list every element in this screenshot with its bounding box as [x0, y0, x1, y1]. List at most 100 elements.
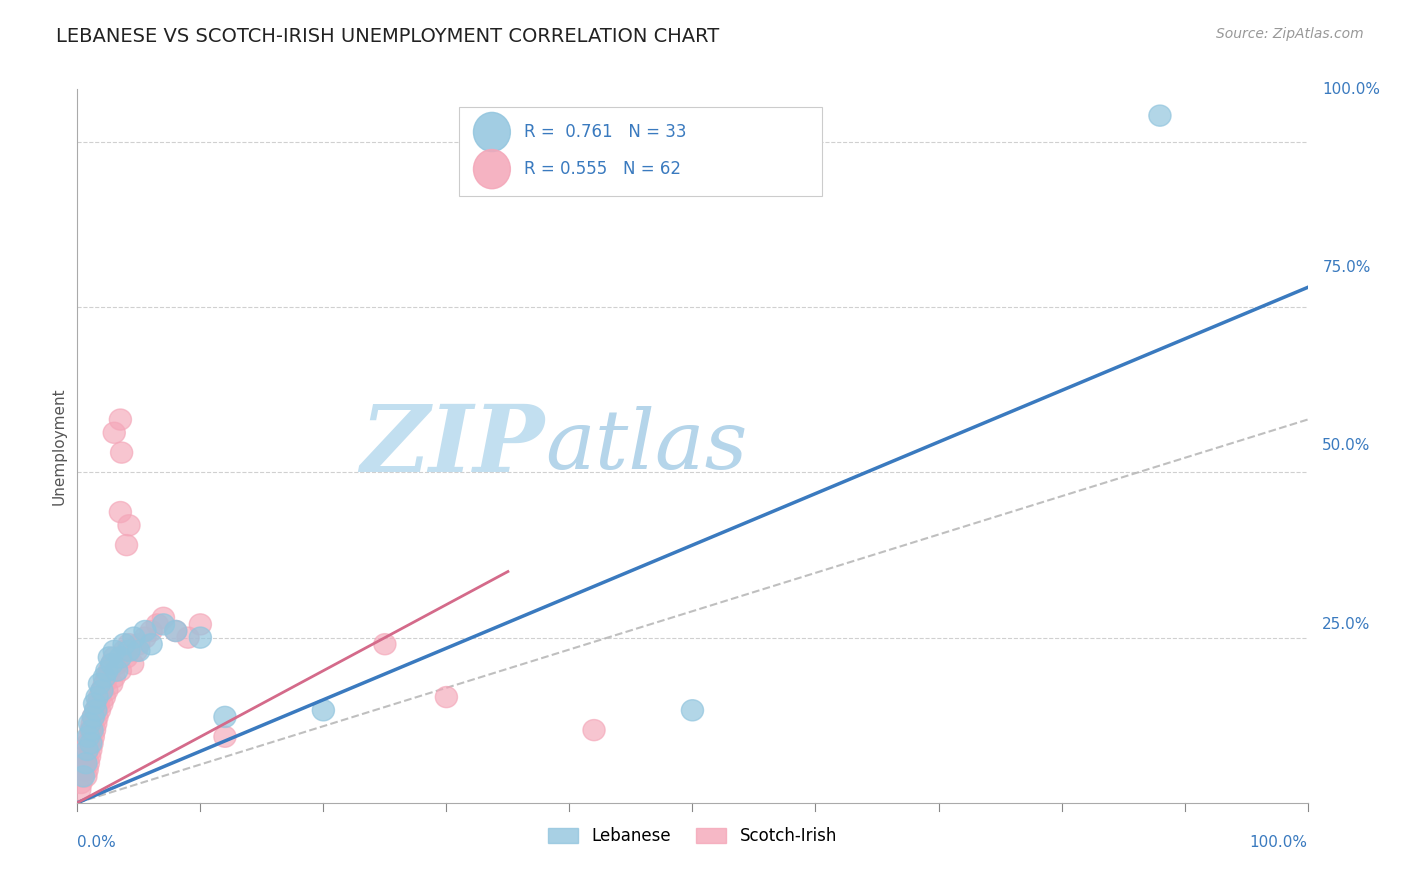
Ellipse shape — [374, 633, 396, 655]
Ellipse shape — [82, 706, 104, 728]
Ellipse shape — [122, 627, 145, 648]
Text: R = 0.555   N = 62: R = 0.555 N = 62 — [524, 161, 681, 178]
Ellipse shape — [91, 680, 112, 701]
Ellipse shape — [122, 654, 143, 674]
Ellipse shape — [214, 706, 236, 728]
Ellipse shape — [96, 680, 118, 701]
Ellipse shape — [69, 779, 91, 800]
Ellipse shape — [583, 720, 605, 740]
Ellipse shape — [115, 647, 138, 668]
Ellipse shape — [190, 627, 211, 648]
Ellipse shape — [103, 647, 125, 668]
Ellipse shape — [436, 687, 457, 707]
Ellipse shape — [93, 666, 115, 688]
Ellipse shape — [82, 726, 104, 747]
Ellipse shape — [98, 647, 121, 668]
Ellipse shape — [89, 699, 111, 721]
Ellipse shape — [93, 687, 115, 707]
Ellipse shape — [80, 720, 103, 740]
Ellipse shape — [93, 673, 115, 695]
Ellipse shape — [89, 687, 111, 707]
Ellipse shape — [73, 753, 96, 773]
Ellipse shape — [91, 693, 112, 714]
Ellipse shape — [89, 673, 111, 695]
Ellipse shape — [134, 627, 156, 648]
Ellipse shape — [80, 739, 103, 761]
Ellipse shape — [141, 621, 162, 641]
Ellipse shape — [141, 633, 162, 655]
Ellipse shape — [87, 693, 110, 714]
Ellipse shape — [77, 753, 100, 773]
Text: 25.0%: 25.0% — [1323, 617, 1371, 632]
Ellipse shape — [73, 759, 94, 780]
Ellipse shape — [84, 713, 107, 734]
Ellipse shape — [118, 640, 141, 661]
Ellipse shape — [86, 706, 108, 728]
Ellipse shape — [110, 660, 132, 681]
Text: ZIP: ZIP — [360, 401, 546, 491]
Ellipse shape — [110, 409, 132, 430]
Ellipse shape — [105, 654, 128, 674]
Ellipse shape — [110, 647, 132, 668]
FancyBboxPatch shape — [458, 107, 821, 196]
Ellipse shape — [84, 699, 107, 721]
Ellipse shape — [103, 640, 125, 661]
Ellipse shape — [118, 515, 141, 536]
Ellipse shape — [79, 746, 101, 767]
Ellipse shape — [75, 746, 97, 767]
Ellipse shape — [103, 666, 125, 688]
Legend: Lebanese, Scotch-Irish: Lebanese, Scotch-Irish — [541, 821, 844, 852]
Text: 75.0%: 75.0% — [1323, 260, 1371, 275]
Text: 0.0%: 0.0% — [77, 835, 117, 850]
Text: LEBANESE VS SCOTCH-IRISH UNEMPLOYMENT CORRELATION CHART: LEBANESE VS SCOTCH-IRISH UNEMPLOYMENT CO… — [56, 27, 720, 45]
Ellipse shape — [103, 422, 125, 443]
Ellipse shape — [105, 660, 128, 681]
Ellipse shape — [112, 640, 135, 661]
Ellipse shape — [82, 706, 104, 728]
Text: R =  0.761   N = 33: R = 0.761 N = 33 — [524, 123, 686, 141]
Ellipse shape — [177, 627, 200, 648]
Text: 100.0%: 100.0% — [1323, 82, 1381, 96]
Text: Source: ZipAtlas.com: Source: ZipAtlas.com — [1216, 27, 1364, 41]
Y-axis label: Unemployment: Unemployment — [51, 387, 66, 505]
Ellipse shape — [152, 607, 174, 628]
Ellipse shape — [110, 501, 132, 523]
Ellipse shape — [86, 687, 108, 707]
Ellipse shape — [190, 614, 211, 635]
Ellipse shape — [76, 739, 98, 761]
Ellipse shape — [83, 720, 105, 740]
Ellipse shape — [79, 726, 101, 747]
Ellipse shape — [682, 699, 703, 721]
Ellipse shape — [111, 442, 132, 463]
Ellipse shape — [91, 680, 112, 701]
Text: 100.0%: 100.0% — [1250, 835, 1308, 850]
Ellipse shape — [82, 732, 103, 754]
Ellipse shape — [115, 534, 138, 556]
Text: atlas: atlas — [546, 406, 747, 486]
Ellipse shape — [79, 713, 101, 734]
Ellipse shape — [82, 713, 103, 734]
Ellipse shape — [73, 766, 94, 787]
Ellipse shape — [101, 654, 122, 674]
Ellipse shape — [125, 640, 148, 661]
Ellipse shape — [76, 759, 98, 780]
Text: 50.0%: 50.0% — [1323, 439, 1371, 453]
Ellipse shape — [128, 633, 150, 655]
Ellipse shape — [134, 621, 156, 641]
Ellipse shape — [474, 112, 510, 152]
Ellipse shape — [214, 726, 236, 747]
Ellipse shape — [152, 614, 174, 635]
Ellipse shape — [101, 673, 122, 695]
Ellipse shape — [76, 739, 98, 761]
Ellipse shape — [80, 732, 103, 754]
Ellipse shape — [165, 621, 187, 641]
Ellipse shape — [83, 693, 105, 714]
Ellipse shape — [75, 753, 97, 773]
Ellipse shape — [146, 614, 169, 635]
Ellipse shape — [118, 633, 141, 655]
Ellipse shape — [96, 660, 118, 681]
Ellipse shape — [84, 699, 107, 721]
Ellipse shape — [70, 772, 91, 794]
Ellipse shape — [128, 640, 150, 661]
Ellipse shape — [77, 726, 100, 747]
